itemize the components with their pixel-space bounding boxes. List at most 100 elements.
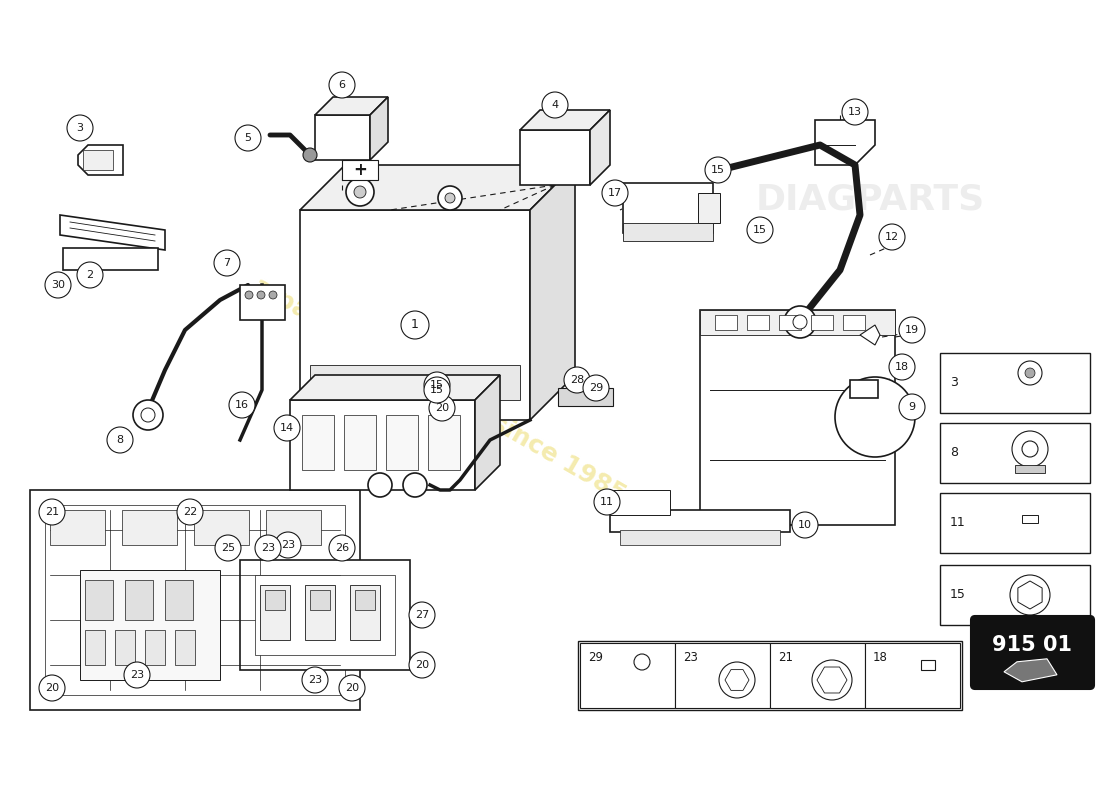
Circle shape [177,499,204,525]
Text: 30: 30 [51,280,65,290]
Bar [255,575,395,655]
Bar [85,580,113,620]
Bar [175,630,195,665]
Text: 15: 15 [430,380,444,390]
Polygon shape [370,97,388,160]
Bar [520,130,590,185]
Circle shape [77,262,103,288]
Circle shape [719,662,755,698]
Circle shape [257,291,265,299]
Bar [63,248,158,270]
Circle shape [728,671,746,689]
Text: 18: 18 [873,651,888,664]
Text: 3: 3 [77,123,84,133]
Bar [310,365,520,400]
Bar [558,388,613,406]
Bar [80,570,220,680]
Circle shape [879,224,905,250]
Polygon shape [530,165,575,420]
Circle shape [229,392,255,418]
Text: 13: 13 [848,107,862,117]
Text: 27: 27 [415,610,429,620]
Circle shape [133,400,163,430]
Circle shape [39,675,65,701]
Circle shape [409,602,434,628]
Polygon shape [290,375,500,400]
Text: 15: 15 [950,589,966,602]
Bar [85,630,104,665]
Text: 14: 14 [279,423,294,433]
Bar [940,565,1090,625]
Text: 18: 18 [895,362,909,372]
Polygon shape [315,97,388,115]
Text: 23: 23 [261,543,275,553]
Polygon shape [725,670,749,690]
Polygon shape [1004,658,1057,682]
Bar [355,590,375,610]
Text: 12: 12 [884,232,899,242]
Text: 20: 20 [345,683,359,693]
Bar [623,223,713,241]
Bar [386,415,418,470]
Bar [305,585,336,640]
Text: 20: 20 [45,683,59,693]
Bar [344,415,376,470]
Circle shape [329,72,355,98]
Text: 23: 23 [130,670,144,680]
Text: 23: 23 [308,675,322,685]
Text: 23: 23 [683,651,697,664]
Text: 19: 19 [905,325,920,335]
Text: 10: 10 [798,520,812,530]
Bar [30,490,360,710]
Circle shape [39,499,65,525]
Circle shape [1020,585,1040,605]
Bar [145,630,165,665]
Text: 4: 4 [551,100,559,110]
Circle shape [214,250,240,276]
Circle shape [424,372,450,398]
Polygon shape [475,375,500,490]
Bar [1022,515,1038,523]
Bar [194,510,249,545]
Text: 15: 15 [711,165,725,175]
Bar [675,643,770,708]
Bar [50,510,104,545]
Bar [865,643,960,708]
Circle shape [235,125,261,151]
Text: 15: 15 [430,385,444,395]
Circle shape [67,115,94,141]
Polygon shape [520,110,610,130]
Circle shape [302,667,328,693]
Polygon shape [590,110,610,185]
Text: 28: 28 [570,375,584,385]
Text: 23: 23 [280,540,295,550]
Bar [315,115,370,160]
Circle shape [329,535,355,561]
Circle shape [270,291,277,299]
Circle shape [583,375,609,401]
Text: +: + [353,161,367,179]
Bar [623,183,713,233]
Bar [240,560,410,670]
Bar [940,423,1090,483]
Circle shape [705,157,732,183]
Polygon shape [815,120,875,165]
Circle shape [899,317,925,343]
Bar [700,310,895,335]
Bar [310,590,330,610]
Circle shape [424,377,450,403]
Text: 11: 11 [950,517,966,530]
Bar [578,641,962,710]
Circle shape [1022,441,1038,457]
Circle shape [1018,361,1042,385]
Bar [921,660,935,670]
Bar [350,585,380,640]
Circle shape [245,291,253,299]
Circle shape [842,99,868,125]
Circle shape [274,415,300,441]
Bar [82,150,113,170]
Text: 8: 8 [117,435,123,445]
Circle shape [255,535,280,561]
Text: DIAGPARTS: DIAGPARTS [756,183,984,217]
Bar [165,580,192,620]
